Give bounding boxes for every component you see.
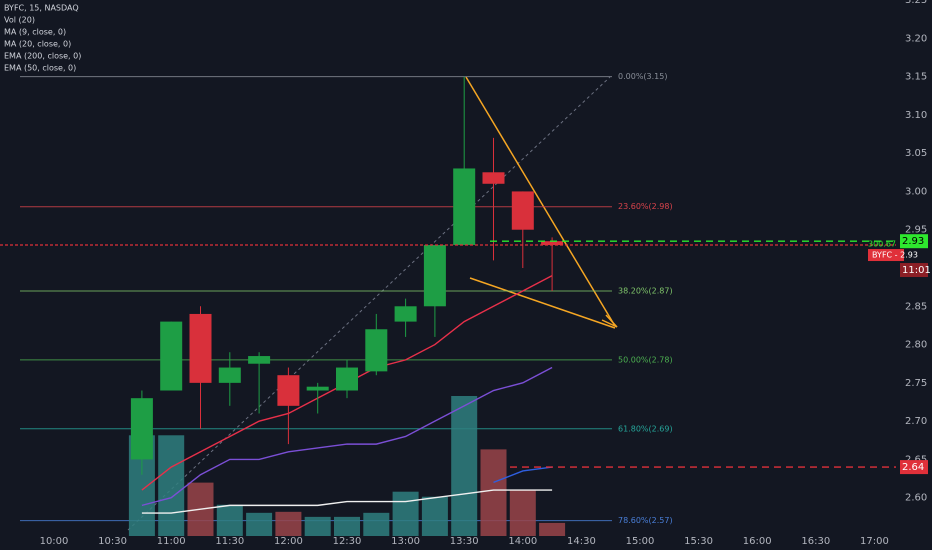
candle-body — [306, 386, 329, 391]
price-tag-label: 2.93 — [902, 236, 924, 247]
volume-bar — [246, 512, 273, 536]
ma-line — [493, 466, 553, 484]
price-tag — [900, 460, 928, 475]
candle-body — [365, 329, 388, 372]
y-tick-label: 3.05 — [905, 148, 927, 159]
arrow-head — [601, 314, 618, 328]
candle-body — [248, 356, 271, 364]
x-tick-label: 16:00 — [743, 536, 772, 547]
candle-body — [541, 241, 564, 246]
price-tag-label: BYFC - 2.93 — [872, 251, 918, 260]
legend-entry: MA (9, close, 0) — [4, 28, 66, 37]
volume-bar — [539, 522, 566, 536]
candle-body — [277, 375, 300, 406]
legend-entry: BYFC, 15, NASDAQ — [4, 4, 79, 13]
x-tick-label: 14:30 — [567, 536, 596, 547]
x-tick-label: 13:30 — [450, 536, 479, 547]
x-tick-label: 15:00 — [626, 536, 655, 547]
legend-entry: Vol (20) — [4, 16, 35, 25]
volume-bar — [421, 496, 448, 536]
y-tick-label: 3.25 — [905, 0, 927, 6]
fib-label: 78.60%(2.57) — [618, 516, 673, 525]
candle-body — [189, 313, 212, 383]
volume-bar — [451, 396, 478, 536]
arrow — [469, 277, 616, 329]
candle-body — [218, 367, 241, 383]
legend-entry: EMA (200, close, 0) — [4, 52, 81, 61]
y-tick-label: 2.75 — [905, 378, 927, 389]
y-tick-label: 2.60 — [905, 493, 927, 504]
ma-line — [141, 366, 553, 507]
candle-body — [453, 168, 476, 246]
x-tick-label: 14:00 — [508, 536, 537, 547]
y-tick-label: 2.80 — [905, 340, 927, 351]
fib-label: 0.00%(3.15) — [618, 72, 667, 81]
candle-body — [423, 245, 446, 307]
x-tick-label: 10:30 — [98, 536, 127, 547]
y-tick-label: 2.70 — [905, 416, 927, 427]
fib-trend-line — [127, 76, 611, 531]
x-tick-label: 17:00 — [860, 536, 889, 547]
x-tick-label: 10:00 — [40, 536, 69, 547]
x-tick-label: 11:00 — [157, 536, 186, 547]
y-tick-label: 3.15 — [905, 72, 927, 83]
fib-label: 38.20%(2.87) — [618, 286, 673, 295]
price-tag-label: 2.64 — [902, 462, 924, 473]
price-tag — [900, 263, 928, 278]
y-tick-label: 3.10 — [905, 110, 927, 121]
drawings — [465, 76, 618, 329]
candle-body — [511, 191, 534, 230]
x-tick-label: 11:30 — [215, 536, 244, 547]
y-tick-label: 2.95 — [905, 225, 927, 236]
legend-entry: MA (20, close, 0) — [4, 40, 71, 49]
candle-body — [160, 321, 183, 391]
candle-body — [394, 306, 417, 322]
volume-bar — [392, 491, 419, 536]
fib-label: 50.00%(2.78) — [618, 355, 673, 364]
legend-entry: EMA (50, close, 0) — [4, 64, 76, 73]
y-tick-label: 2.65 — [905, 454, 927, 465]
volume-bar — [334, 516, 360, 536]
y-tick-label: 3.20 — [905, 33, 927, 44]
volume-bar — [363, 512, 390, 536]
fib-label: 23.60%(2.98) — [618, 202, 673, 211]
x-tick-label: 16:30 — [801, 536, 830, 547]
candle-body — [336, 367, 358, 391]
ma-line — [141, 489, 553, 514]
fib-label: 61.80%(2.69) — [618, 424, 673, 433]
candle-body — [482, 172, 505, 184]
x-tick-label: 15:30 — [684, 536, 713, 547]
price-tag — [868, 249, 904, 262]
volume-bar — [304, 516, 331, 536]
price-tag-sublabel: 11:01 — [902, 265, 931, 276]
volume-bar — [480, 449, 507, 536]
x-tick-label: 12:30 — [333, 536, 362, 547]
arrow — [465, 76, 616, 327]
price-tag — [900, 234, 928, 249]
y-tick-label: 2.85 — [905, 301, 927, 312]
volume-bar — [275, 511, 302, 536]
x-tick-label: 13:00 — [391, 536, 420, 547]
y-tick-label: 3.00 — [905, 186, 927, 197]
x-tick-label: 12:00 — [274, 536, 303, 547]
volume-bar — [158, 435, 185, 536]
candle-body — [130, 398, 153, 460]
price-tag-sublabel: 300.67 — [868, 240, 896, 249]
volume-bar — [216, 504, 243, 536]
volume-bar — [509, 489, 536, 536]
